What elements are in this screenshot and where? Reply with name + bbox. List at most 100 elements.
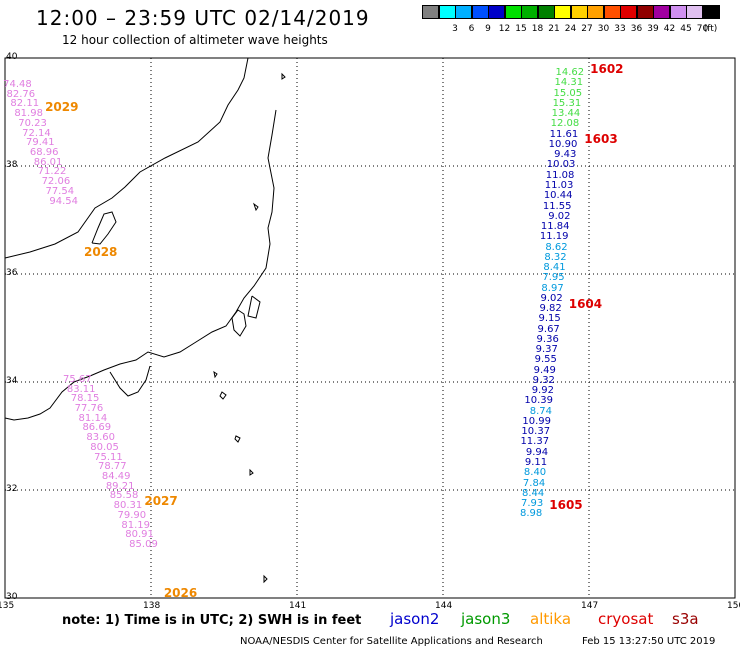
legend-tick-label: 39	[647, 24, 659, 34]
longitude-label: 150	[727, 601, 740, 611]
legend-tick-label: 30	[597, 24, 610, 34]
wave-height-value: 8.97	[541, 282, 564, 294]
legend-unit: (ft)	[703, 24, 718, 34]
wave-height-value: 9.02	[548, 210, 571, 222]
wave-height-value: 8.98	[520, 508, 543, 520]
pass-number-label: 2029	[45, 99, 79, 114]
wave-height-value: 10.99	[522, 415, 552, 427]
credit-line: NOAA/NESDIS Center for Satellite Applica…	[240, 636, 543, 647]
wave-height-value: 89.21	[105, 480, 135, 492]
wave-height-value: 78.15	[70, 393, 100, 405]
legend-tick-label: 33	[614, 24, 626, 34]
pass-number-label: 2028	[84, 245, 118, 260]
wave-height-value: 10.44	[543, 190, 573, 202]
wave-height-value: 11.08	[545, 169, 575, 181]
wave-height-value: 79.90	[117, 509, 147, 521]
legend-tick-label: 15	[515, 24, 527, 34]
footnote: note: 1) Time is in UTC; 2) SWH is in fe…	[62, 613, 362, 628]
wave-height-value: 80.91	[125, 529, 154, 541]
honshu-coastline	[4, 57, 277, 421]
legend-tick-label: 36	[630, 24, 643, 34]
kii-peninsula	[109, 365, 151, 397]
wave-height-value: 68.96	[29, 147, 59, 159]
wave-height-value: 81.14	[78, 412, 108, 424]
wave-height-value: 71.22	[37, 166, 67, 178]
wave-height-value: 9.32	[532, 374, 555, 386]
satellite-key-s3a: s3a	[672, 610, 699, 628]
wave-height-value: 86.69	[82, 422, 112, 434]
wave-height-value: 80.05	[90, 441, 119, 453]
legend-tick-label: 70	[696, 24, 709, 34]
wave-height-value: 75.67	[62, 373, 92, 385]
wave-height-value: 8.62	[545, 241, 568, 253]
satellite-key-cryosat: cryosat	[598, 610, 654, 628]
wave-height-value: 8.40	[523, 467, 547, 479]
wave-height-value: 83.11	[66, 383, 96, 395]
pass-number-label: 1605	[549, 498, 583, 513]
wave-height-value: 15.31	[552, 97, 582, 109]
wave-height-value: 9.15	[538, 313, 561, 325]
wave-height-value: 72.14	[22, 127, 51, 139]
pass-number-label: 2026	[163, 585, 198, 600]
latitude-label: 30	[6, 592, 18, 602]
legend-tick-label: 3	[452, 24, 458, 34]
legend-tick-label: 21	[548, 24, 560, 34]
map-subtitle: 12 hour collection of altimeter wave hei…	[62, 33, 328, 47]
wave-height-value: 9.49	[533, 364, 556, 376]
wave-height-value: 10.03	[546, 159, 576, 171]
wave-height-value: 15.05	[553, 87, 583, 99]
wave-height-value: 9.37	[535, 344, 558, 356]
wave-height-value: 84.49	[101, 471, 131, 483]
wave-height-value: 11.19	[539, 231, 569, 243]
wave-height-value: 14.62	[555, 67, 585, 79]
latitude-label: 34	[6, 376, 18, 386]
longitude-label: 141	[289, 601, 307, 611]
wave-height-value: 77.54	[45, 185, 75, 197]
wave-height-value: 9.11	[524, 457, 548, 468]
wave-height-value: 7.93	[520, 498, 544, 510]
wave-height-value: 8.32	[544, 251, 567, 263]
legend-tick-label: 12	[498, 24, 511, 34]
wave-height-value: 94.54	[49, 195, 78, 207]
satellite-key-jason3: jason3	[461, 610, 511, 628]
wave-height-value: 81.19	[121, 519, 151, 531]
lat-lon-grid	[5, 58, 735, 598]
wave-height-value: 9.92	[531, 385, 554, 397]
wave-height-value: 10.37	[521, 426, 551, 438]
pass-number-label: 2027	[144, 493, 178, 508]
pass-number-label: 1602	[590, 61, 624, 76]
wave-height-value: 9.55	[534, 354, 557, 366]
wave-height-value: 78.77	[98, 461, 127, 473]
latitude-label: 40	[6, 52, 18, 62]
generation-timestamp: Feb 15 13:27:50 UTC 2019	[582, 636, 716, 647]
wave-height-value: 11.84	[540, 221, 570, 233]
latitude-label: 36	[6, 268, 18, 278]
latitude-label: 32	[6, 484, 18, 494]
legend-tick-label: 42	[663, 24, 676, 34]
wave-height-value: 11.61	[549, 128, 579, 140]
pass-number-label: 1603	[584, 132, 618, 146]
wave-height-value: 82.11	[10, 98, 40, 110]
wave-height-value: 9.02	[540, 292, 563, 304]
wave-height-value: 11.55	[542, 200, 572, 212]
wave-height-value: 9.94	[525, 446, 549, 458]
wave-height-value: 85.58	[109, 490, 139, 502]
legend-tick-label: 6	[468, 24, 475, 34]
wave-height-value: 72.06	[41, 176, 71, 188]
wave-height-value: 81.98	[14, 108, 43, 120]
japan-coastline	[4, 57, 286, 584]
latitude-label: 38	[6, 160, 18, 170]
wave-height-value: 12.08	[550, 118, 580, 130]
longitude-label: 135	[0, 601, 15, 611]
wave-height-value: 9.43	[554, 149, 577, 161]
wave-height-value: 82.76	[6, 88, 36, 100]
legend-tick-label: 18	[531, 24, 544, 34]
wave-height-value: 83.60	[86, 432, 115, 444]
wave-height-value: 13.44	[551, 108, 581, 120]
islands	[213, 72, 286, 584]
wave-height-value: 74.48	[3, 79, 32, 90]
wave-height-value: 11.37	[520, 436, 550, 448]
wave-height-value: 9.67	[537, 323, 560, 335]
noto-peninsula	[91, 211, 117, 245]
wave-height-value: 80.31	[113, 500, 143, 512]
